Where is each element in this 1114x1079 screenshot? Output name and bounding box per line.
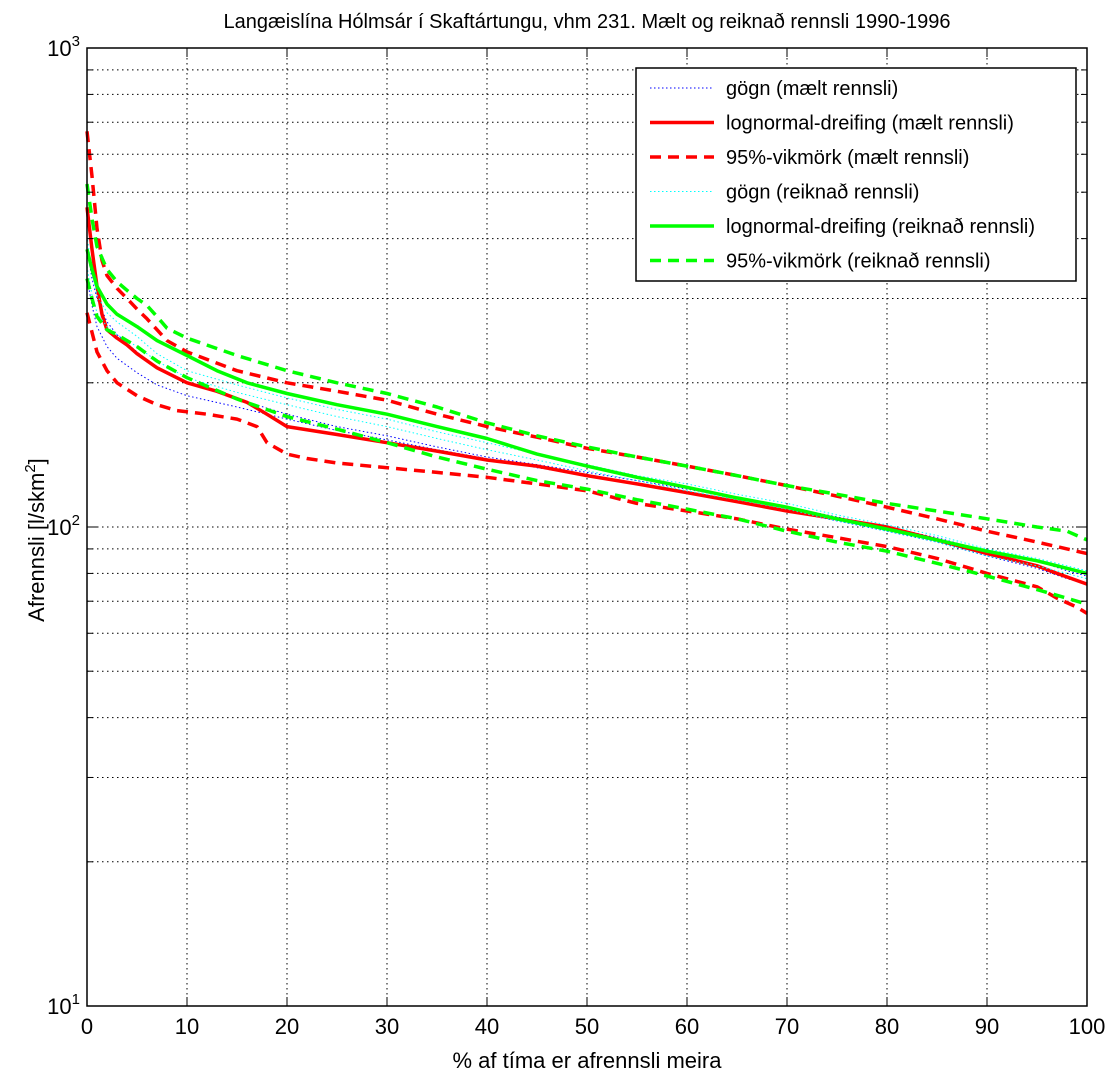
y-axis-label-superscript: 2 [22,464,39,472]
series-line-9 [85,278,1088,606]
x-tick-label: 30 [375,1014,399,1039]
y-tick-label-base: 10 [47,36,71,61]
series-line-4 [85,312,1088,615]
legend-label: 95%-vikmörk (reiknað rennsli) [726,251,991,273]
series-line-5 [86,235,1088,572]
y-tick-label-exponent: 2 [72,512,80,529]
x-tick-label: 100 [1069,1014,1106,1039]
y-tick-label: 102 [47,512,80,540]
x-tick-label: 0 [81,1014,93,1039]
y-tick-label-exponent: 1 [72,991,80,1008]
series-layer [85,131,1088,615]
y-tick-label-base: 10 [47,515,71,540]
legend-label: lognormal-dreifing (reiknað rennsli) [726,216,1035,238]
grid [87,48,1087,1006]
legend: gögn (mælt rennsli) lognormal-dreifing (m… [635,67,1077,282]
y-tick-label-exponent: 3 [72,33,80,50]
legend-label: gögn (mælt rennsli) [726,78,898,100]
x-tick-label: 90 [975,1014,999,1039]
legend-label: gögn (reiknað rennsli) [726,182,919,204]
y-axis-label-main: Afrennsli [l/skm [24,473,49,622]
x-tick-label: 70 [775,1014,799,1039]
x-axis-label: % af tíma er afrennsli meira [453,1048,723,1073]
x-tick-label: 40 [475,1014,499,1039]
series-line-3 [85,131,1088,556]
legend-box [635,67,1077,282]
x-tick-label: 10 [175,1014,199,1039]
y-tick-label: 101 [47,991,80,1019]
legend-label: 95%-vikmörk (mælt rennsli) [726,147,969,169]
x-tick-label: 80 [875,1014,899,1039]
x-tick-label: 60 [675,1014,699,1039]
y-axis-label-close: ] [24,458,49,464]
x-tick-label: 20 [275,1014,299,1039]
y-tick-label-base: 10 [47,994,71,1019]
series-line-7 [85,248,1088,576]
y-tick-label: 103 [47,33,80,61]
legend-label: lognormal-dreifing (mælt rennsli) [726,113,1014,135]
series-line-8 [85,183,1088,542]
chart-title: Langæislína Hólmsár í Skaftártungu, vhm … [223,11,950,33]
x-tick-label: 50 [575,1014,599,1039]
y-axis-label: Afrennsli [l/skm2] [22,458,49,622]
